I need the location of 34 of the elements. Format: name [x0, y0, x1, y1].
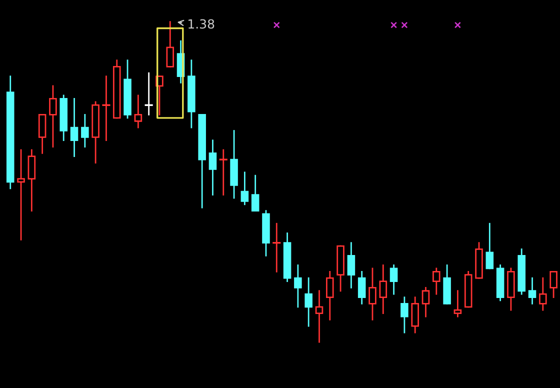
candlestick [400, 296, 408, 334]
candlestick [240, 172, 249, 206]
candlestick [528, 277, 536, 304]
candlestick [390, 264, 398, 295]
candlestick [454, 290, 462, 318]
candlestick [49, 85, 57, 148]
candlestick [304, 277, 312, 327]
candlestick [102, 76, 110, 142]
candlestick [539, 277, 547, 311]
candlestick [208, 140, 217, 196]
candlestick [422, 286, 430, 318]
candlestick [17, 149, 25, 240]
candlestick [326, 270, 334, 320]
candlestick [38, 114, 46, 154]
candlestick [550, 270, 558, 298]
annotation: 1.38 [188, 19, 214, 29]
candlestick [315, 290, 324, 343]
candlestick [134, 94, 142, 128]
candlestick [272, 222, 281, 272]
candlestick [411, 296, 419, 334]
candlestick [294, 264, 302, 308]
candlestick [219, 149, 228, 196]
candlestick [28, 149, 36, 212]
candlestick [70, 98, 78, 158]
candlestick [166, 21, 174, 68]
candlestick [347, 242, 356, 288]
candlestick [486, 222, 494, 270]
candlestick [432, 268, 440, 295]
candlestick [251, 174, 260, 212]
candlestick [368, 268, 376, 320]
candlestick [81, 114, 89, 148]
candlestick [144, 72, 153, 116]
candlestick [358, 270, 366, 304]
candlestick [379, 264, 388, 314]
